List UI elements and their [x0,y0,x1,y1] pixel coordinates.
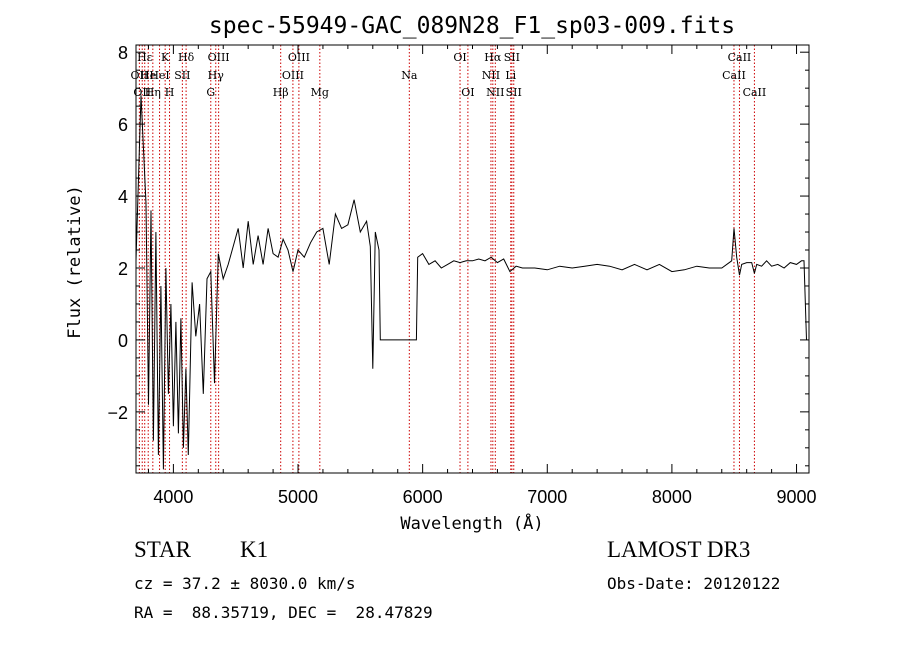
spectral-line-label: G [206,86,215,99]
spectral-line-label: Hγ [208,69,225,82]
x-tick-label: 6000 [403,487,443,507]
spectral-line-label: SII [174,69,190,82]
spectral-line-label: He [140,69,156,82]
x-tick-label: 8000 [652,487,692,507]
spectral-line-label: CaII [743,86,767,99]
y-tick-label: −2 [107,403,128,423]
redshift-readout: cz = 37.2 ± 8030.0 km/s [134,574,356,593]
spectral-line-label: CaII [722,69,746,82]
x-tick-label: 7000 [527,487,567,507]
plot-frame [135,44,810,474]
coordinates-readout: RA = 88.35719, DEC = 28.47829 [134,603,433,622]
y-tick-label: 6 [118,115,128,135]
spectral-line-label: SII [504,51,520,64]
spectral-line-label: OII [133,86,151,99]
spectral-line-label: H [165,86,175,99]
spectral-line-label: OIII [208,51,230,64]
spectral-line-label: CaII [728,51,752,64]
object-subclass: K1 [240,537,269,562]
spectrum-line [135,95,807,470]
y-tick-label: 8 [118,43,128,63]
spectral-line-label: OII [131,69,149,82]
y-tick-label: 2 [118,259,128,279]
spectral-line-label: Hα [484,51,502,64]
spectral-line-label: Mg [311,86,329,99]
x-axis-label: Wavelength (Å) [400,512,543,534]
x-tick-label: 4000 [153,487,193,507]
spectral-line-label: Hβ [273,86,289,99]
chart-title: spec-55949-GAC_089N28_F1_sp03-009.fits [209,13,735,39]
spectral-line-label: Hη [145,86,161,99]
spectral-line-label: OIII [288,51,310,64]
spectral-line-label: NII [482,69,500,82]
y-axis-label: Flux (relative) [65,185,85,339]
x-tick-label: 5000 [278,487,318,507]
obs-date: Obs-Date: 20120122 [607,574,781,593]
spectral-line-label: Li [505,69,516,82]
spectral-line-label: OI [461,86,474,99]
spectral-line-label: Hδ [178,51,195,64]
spectral-line-label: HeI [149,69,169,82]
survey-label: LAMOST DR3 [607,537,751,562]
spectral-line-label: OI [453,51,466,64]
x-tick-label: 9000 [777,487,817,507]
y-tick-label: 0 [118,331,128,351]
spectral-line-label: K [161,51,170,64]
spectral-line-label: Hε [137,51,153,64]
spectral-line-label: NII [486,86,504,99]
spectral-line-label: Na [401,69,418,82]
y-tick-label: 4 [118,187,128,207]
spectral-line-label: OIII [282,69,304,82]
object-class: STAR [134,537,191,562]
spectral-line-label: SII [506,86,522,99]
